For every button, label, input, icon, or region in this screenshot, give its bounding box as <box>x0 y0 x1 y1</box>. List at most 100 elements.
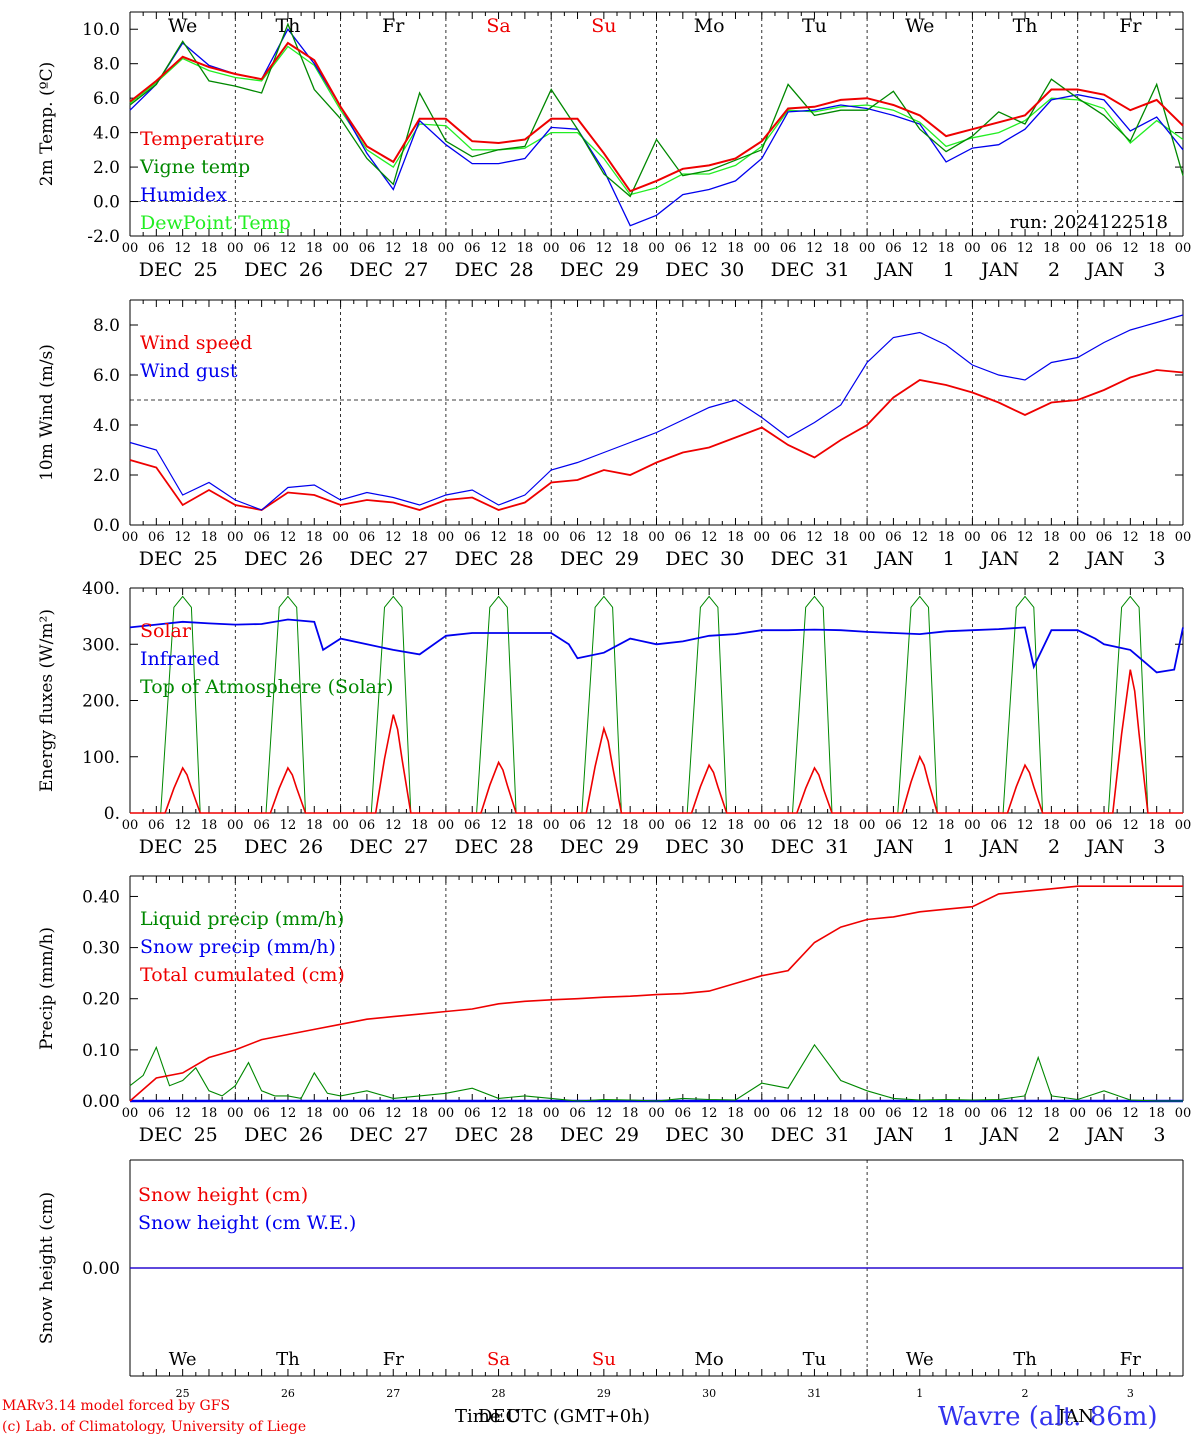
hour-tick-label: 06 <box>675 241 692 256</box>
date-month-label: DEC <box>455 548 499 570</box>
series-line <box>129 27 1184 227</box>
weekday-label: Fr <box>383 1349 404 1370</box>
hour-tick-label: 00 <box>1069 530 1086 545</box>
y-axis-label: Energy fluxes (W/m²) <box>37 609 57 792</box>
date-day-label: 31 <box>825 1124 849 1146</box>
solar-line <box>972 763 1078 814</box>
hour-tick-label: 12 <box>490 530 507 545</box>
hour-tick-label: 12 <box>490 241 507 256</box>
legend-entry: Liquid precip (mm/h) <box>140 908 344 930</box>
hour-tick-label: 12 <box>174 241 191 256</box>
y-tick-label: 400. <box>82 579 120 599</box>
hour-tick-label: 00 <box>1175 530 1192 545</box>
solar-line <box>656 763 762 814</box>
hour-tick-label: 12 <box>596 241 613 256</box>
date-month-label: JAN <box>979 1124 1019 1146</box>
hour-tick-label: 00 <box>438 530 455 545</box>
hour-tick-label: 06 <box>675 530 692 545</box>
hour-tick-label: 12 <box>701 241 718 256</box>
hour-tick-label: 18 <box>306 241 323 256</box>
date-month-label: DEC <box>455 1124 499 1146</box>
hour-tick-label: 18 <box>1043 1106 1060 1121</box>
hour-tick-label: 12 <box>174 1106 191 1121</box>
hour-tick-label: 00 <box>438 818 455 833</box>
date-day-label: 26 <box>299 548 323 570</box>
date-month-label: DEC <box>771 548 815 570</box>
hour-tick-label: 12 <box>1122 241 1139 256</box>
hour-tick-label: 00 <box>543 818 560 833</box>
hour-tick-label: 06 <box>253 818 270 833</box>
legend-entry: Total cumulated (cm) <box>140 964 345 986</box>
date-month-label: JAN <box>874 259 914 281</box>
hour-tick-label: 18 <box>727 530 744 545</box>
weekday-label: Th <box>276 1349 300 1370</box>
hour-tick-label: 00 <box>122 530 139 545</box>
hour-tick-label: 00 <box>122 818 139 833</box>
hour-tick-label: 12 <box>596 1106 613 1121</box>
y-tick-label: 10.0 <box>82 20 120 40</box>
hour-tick-label: 18 <box>201 241 218 256</box>
hour-tick-label: 00 <box>332 818 349 833</box>
hour-tick-label: 06 <box>464 1106 481 1121</box>
date-day-label: 2 <box>1048 548 1060 570</box>
hour-tick-label: 18 <box>833 530 850 545</box>
weekday-label: Su <box>591 15 616 37</box>
legend-entry: Snow height (cm) <box>138 1184 308 1206</box>
hour-tick-label: 06 <box>780 530 797 545</box>
time-axis-label: Time UTC (GMT+0h) <box>455 1406 650 1427</box>
toa-solar-line <box>867 595 973 814</box>
weekday-label: Mo <box>695 1349 724 1370</box>
run-label: run: 2024122518 <box>1010 212 1168 233</box>
hour-tick-label: 18 <box>938 241 955 256</box>
date-month-label: DEC <box>560 259 604 281</box>
hour-tick-label: 00 <box>1069 818 1086 833</box>
date-month-label: DEC <box>455 836 499 858</box>
weekday-label: Th <box>1013 15 1038 37</box>
hour-tick-label: 06 <box>148 530 165 545</box>
y-axis-label: 10m Wind (m/s) <box>37 344 57 481</box>
date-day-label: 2 <box>1048 1124 1060 1146</box>
hour-tick-label: 06 <box>1096 1106 1113 1121</box>
solar-line <box>867 754 973 814</box>
y-tick-label: 4.0 <box>93 416 120 436</box>
y-tick-label: 8.0 <box>93 55 120 75</box>
hour-tick-label: 18 <box>622 241 639 256</box>
date-day-label: 28 <box>509 1124 533 1146</box>
hour-tick-label: 18 <box>938 1106 955 1121</box>
date-day-label: 26 <box>299 836 323 858</box>
date-month-label: DEC <box>349 259 393 281</box>
y-tick-label: 0.40 <box>82 887 120 907</box>
hour-tick-label: 18 <box>411 241 428 256</box>
date-month-label: JAN <box>874 1124 914 1146</box>
series-line <box>129 1043 1183 1102</box>
weekday-label: We <box>905 15 934 37</box>
hour-tick-label: 18 <box>938 818 955 833</box>
day-number-label: 1 <box>916 1387 923 1400</box>
weekday-label: Mo <box>694 15 725 37</box>
hour-tick-label: 00 <box>754 1106 771 1121</box>
hour-tick-label: 00 <box>859 818 876 833</box>
date-month-label: JAN <box>1084 1124 1124 1146</box>
hour-tick-label: 00 <box>648 530 665 545</box>
y-tick-label: 0.00 <box>82 1259 120 1279</box>
day-number-label: 29 <box>597 1387 611 1400</box>
y-tick-label: 0.10 <box>82 1041 120 1061</box>
hour-tick-label: 18 <box>727 1106 744 1121</box>
hour-tick-label: 00 <box>964 818 981 833</box>
hour-tick-label: 00 <box>227 1106 244 1121</box>
date-day-label: 2 <box>1048 259 1060 281</box>
date-day-label: 28 <box>509 836 533 858</box>
hour-tick-label: 00 <box>543 241 560 256</box>
month-label-dec: DEC <box>478 1406 520 1427</box>
solar-line <box>445 760 552 814</box>
date-day-label: 3 <box>1153 1124 1165 1146</box>
day-number-label: 30 <box>702 1387 716 1400</box>
hour-tick-label: 12 <box>911 818 928 833</box>
hour-tick-label: 18 <box>411 530 428 545</box>
date-month-label: DEC <box>244 259 288 281</box>
toa-solar-line <box>656 595 762 814</box>
date-day-label: 26 <box>299 259 323 281</box>
hour-tick-label: 18 <box>833 818 850 833</box>
series-line <box>129 885 1183 1102</box>
hour-tick-label: 12 <box>174 818 191 833</box>
